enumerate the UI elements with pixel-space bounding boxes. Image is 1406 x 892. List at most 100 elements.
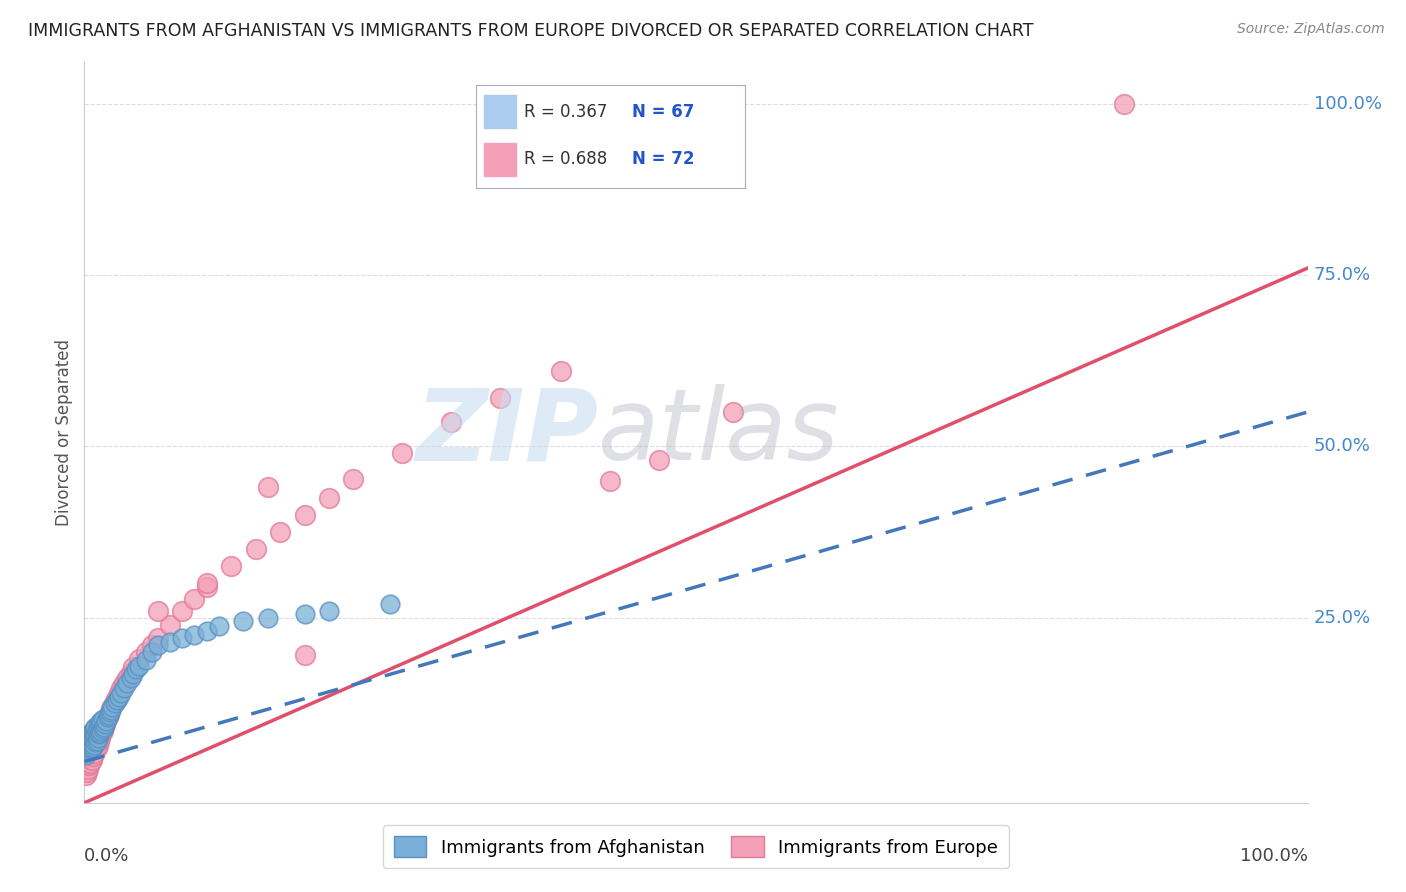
Point bbox=[80, 732, 103, 747]
Point bbox=[84, 742, 107, 756]
Point bbox=[91, 722, 114, 736]
Text: IMMIGRANTS FROM AFGHANISTAN VS IMMIGRANTS FROM EUROPE DIVORCED OR SEPARATED CORR: IMMIGRANTS FROM AFGHANISTAN VS IMMIGRANT… bbox=[28, 22, 1033, 40]
Point bbox=[83, 722, 105, 736]
Text: atlas: atlas bbox=[598, 384, 839, 481]
Point bbox=[183, 628, 205, 642]
Point bbox=[245, 542, 267, 557]
Point bbox=[89, 714, 111, 729]
Point bbox=[82, 731, 104, 745]
Point bbox=[79, 756, 101, 770]
Point bbox=[146, 604, 169, 618]
Point bbox=[195, 576, 218, 591]
Point bbox=[391, 446, 413, 460]
Y-axis label: Divorced or Separated: Divorced or Separated bbox=[55, 339, 73, 526]
Point bbox=[77, 738, 100, 752]
Point bbox=[128, 652, 150, 666]
Text: 100.0%: 100.0% bbox=[1240, 847, 1308, 865]
Point bbox=[195, 580, 218, 594]
Point bbox=[87, 717, 110, 731]
Point bbox=[93, 720, 115, 734]
Point bbox=[159, 617, 181, 632]
Point bbox=[599, 474, 621, 488]
Text: Source: ZipAtlas.com: Source: ZipAtlas.com bbox=[1237, 22, 1385, 37]
Point bbox=[82, 723, 104, 738]
Point bbox=[75, 747, 97, 762]
Point bbox=[83, 738, 105, 752]
Point bbox=[318, 491, 340, 505]
Point bbox=[77, 741, 100, 756]
Point bbox=[97, 710, 120, 724]
Point bbox=[110, 686, 132, 700]
Point bbox=[91, 712, 114, 726]
Point bbox=[77, 727, 100, 741]
Point bbox=[219, 559, 242, 574]
Point bbox=[82, 738, 104, 752]
Point bbox=[87, 720, 110, 734]
Point bbox=[76, 744, 98, 758]
Point bbox=[91, 723, 114, 738]
Point bbox=[721, 405, 744, 419]
Point bbox=[172, 604, 194, 618]
Point bbox=[87, 720, 110, 734]
Point bbox=[112, 676, 135, 690]
Point bbox=[342, 472, 364, 486]
Point bbox=[84, 731, 107, 745]
Point bbox=[77, 744, 100, 758]
Point bbox=[79, 734, 101, 748]
Point bbox=[77, 762, 100, 776]
Point bbox=[76, 741, 98, 756]
Point bbox=[79, 742, 101, 756]
Point bbox=[84, 720, 107, 734]
Point bbox=[90, 727, 112, 741]
Point bbox=[269, 524, 291, 539]
Point bbox=[146, 632, 169, 646]
Point bbox=[141, 645, 163, 659]
Point bbox=[76, 764, 98, 779]
Point bbox=[80, 726, 103, 740]
Point bbox=[94, 717, 117, 731]
Point bbox=[86, 727, 108, 741]
Point bbox=[105, 691, 128, 706]
Point bbox=[257, 480, 280, 494]
Point bbox=[257, 611, 280, 625]
Text: 50.0%: 50.0% bbox=[1313, 437, 1371, 455]
Point bbox=[80, 753, 103, 767]
Point bbox=[97, 708, 120, 723]
Point bbox=[87, 723, 110, 738]
Point bbox=[79, 735, 101, 749]
Point bbox=[101, 699, 124, 714]
Point bbox=[550, 364, 572, 378]
Point bbox=[83, 734, 105, 748]
Text: 25.0%: 25.0% bbox=[1313, 608, 1371, 627]
Point bbox=[318, 604, 340, 618]
Point bbox=[107, 686, 129, 700]
Point bbox=[82, 739, 104, 754]
Point bbox=[135, 653, 157, 667]
Legend: Immigrants from Afghanistan, Immigrants from Europe: Immigrants from Afghanistan, Immigrants … bbox=[382, 825, 1010, 868]
Point bbox=[87, 734, 110, 748]
Point bbox=[77, 738, 100, 752]
Point bbox=[77, 758, 100, 772]
Text: ZIP: ZIP bbox=[415, 384, 598, 481]
Point bbox=[146, 638, 169, 652]
Point bbox=[107, 690, 129, 704]
Point bbox=[79, 744, 101, 758]
Point bbox=[77, 747, 100, 762]
Point bbox=[141, 638, 163, 652]
Point bbox=[172, 632, 194, 646]
Point bbox=[115, 671, 138, 685]
Point bbox=[120, 665, 142, 680]
Point bbox=[96, 714, 118, 728]
Point bbox=[489, 392, 512, 406]
Point bbox=[103, 697, 125, 711]
Point bbox=[83, 747, 105, 761]
Point bbox=[440, 415, 463, 429]
Point bbox=[115, 676, 138, 690]
Point bbox=[122, 667, 145, 681]
Point bbox=[98, 706, 121, 720]
Point bbox=[77, 741, 100, 756]
Point bbox=[86, 734, 108, 748]
Point bbox=[87, 727, 110, 741]
Point bbox=[94, 717, 117, 731]
Point bbox=[89, 726, 111, 740]
